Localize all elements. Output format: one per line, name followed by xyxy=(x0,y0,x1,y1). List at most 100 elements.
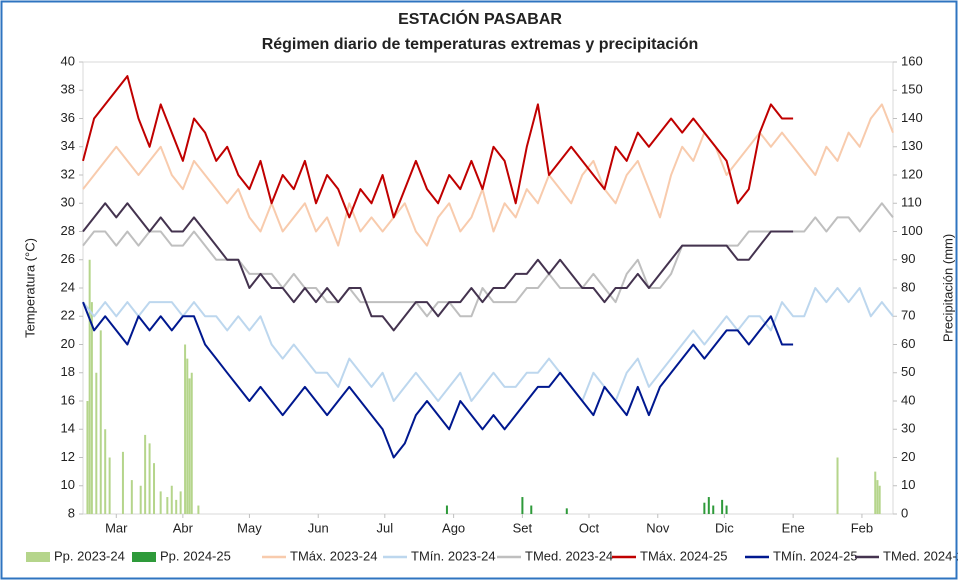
precip-bar xyxy=(188,378,191,514)
y2-tick-label: 40 xyxy=(901,392,915,407)
y-tick-label: 24 xyxy=(61,279,75,294)
y2-tick-label: 50 xyxy=(901,364,915,379)
x-tick-label: Feb xyxy=(851,520,873,535)
y-axis-label: Temperatura (°C) xyxy=(22,238,37,338)
y-tick-label: 32 xyxy=(61,166,75,181)
y-tick-label: 14 xyxy=(61,421,75,436)
y-tick-label: 8 xyxy=(68,505,75,520)
x-tick-label: Dic xyxy=(715,520,734,535)
precip-bar xyxy=(721,499,724,514)
precip-bar xyxy=(148,443,151,514)
x-tick-label: Ene xyxy=(782,520,805,535)
legend-label: TMín. 2023-24 xyxy=(411,548,496,563)
y2-tick-label: 130 xyxy=(901,138,923,153)
y2-tick-label: 0 xyxy=(901,505,908,520)
y-tick-label: 28 xyxy=(61,223,75,238)
x-tick-label: May xyxy=(237,520,262,535)
y-tick-label: 36 xyxy=(61,110,75,125)
precip-bar xyxy=(186,358,189,514)
y2-tick-label: 10 xyxy=(901,477,915,492)
precip-bar xyxy=(530,505,533,514)
precip-bar xyxy=(445,505,448,514)
legend-swatch xyxy=(26,552,50,562)
temperature-line xyxy=(82,103,894,247)
legend-label: TMed. 2024-25 xyxy=(883,548,958,563)
y2-tick-label: 90 xyxy=(901,251,915,266)
precip-bar xyxy=(104,429,107,514)
precip-bar xyxy=(121,451,124,514)
precip-bar xyxy=(878,485,881,514)
y-tick-label: 34 xyxy=(61,138,75,153)
precip-bar xyxy=(166,497,169,514)
precip-bar xyxy=(565,508,568,514)
temperature-line xyxy=(82,202,794,332)
temperature-line xyxy=(82,301,794,459)
chart-title: ESTACIÓN PASABAR xyxy=(398,9,562,28)
y-tick-label: 18 xyxy=(61,364,75,379)
precip-bar xyxy=(99,330,102,514)
precip-bar xyxy=(521,497,524,514)
y-tick-label: 12 xyxy=(61,449,75,464)
precip-bar xyxy=(153,463,156,514)
x-tick-label: Jun xyxy=(308,520,329,535)
precip-bar xyxy=(836,457,839,514)
y2-tick-label: 30 xyxy=(901,421,915,436)
x-tick-label: Abr xyxy=(173,520,194,535)
precip-bar xyxy=(712,505,715,514)
x-tick-label: Oct xyxy=(579,520,600,535)
x-tick-label: Ago xyxy=(442,520,465,535)
precip-bar xyxy=(90,302,93,514)
temperature-line xyxy=(82,75,794,219)
x-tick-label: Jul xyxy=(376,520,393,535)
y2-tick-label: 110 xyxy=(901,195,922,210)
legend-label: TMed. 2023-24 xyxy=(525,548,613,563)
y-tick-label: 20 xyxy=(61,336,75,351)
legend-label: TMáx. 2023-24 xyxy=(290,548,377,563)
legend-label: TMáx. 2024-25 xyxy=(640,548,727,563)
legend-label: TMín. 2024-25 xyxy=(773,548,858,563)
y-tick-label: 30 xyxy=(61,195,75,210)
legend-swatch xyxy=(132,552,156,562)
precip-bar xyxy=(159,491,162,514)
y2-tick-label: 160 xyxy=(901,53,923,68)
y2-axis-label: Precipitación (mm) xyxy=(940,234,955,342)
y2-tick-label: 70 xyxy=(901,308,915,323)
precip-bar xyxy=(95,372,98,514)
precip-bar xyxy=(88,259,91,514)
precip-bar xyxy=(707,497,710,514)
precip-bar xyxy=(175,499,178,514)
y2-tick-label: 60 xyxy=(901,336,915,351)
y2-tick-label: 150 xyxy=(901,82,923,97)
y2-tick-label: 20 xyxy=(901,449,915,464)
y-tick-label: 26 xyxy=(61,251,75,266)
precip-bar xyxy=(874,471,877,514)
y-tick-label: 22 xyxy=(61,308,75,323)
precip-bar xyxy=(108,457,111,514)
y-tick-label: 40 xyxy=(61,53,75,68)
y-tick-label: 16 xyxy=(61,392,75,407)
precip-bar xyxy=(703,502,706,514)
precip-bar xyxy=(190,372,193,514)
y2-tick-label: 120 xyxy=(901,166,923,181)
precip-bar xyxy=(197,505,200,514)
temperature-line xyxy=(82,287,894,402)
y2-tick-label: 100 xyxy=(901,223,923,238)
legend-label: Pp. 2024-25 xyxy=(160,548,231,563)
precip-bar xyxy=(144,434,147,514)
precip-bar xyxy=(876,480,879,514)
precip-bar xyxy=(184,344,187,514)
y2-tick-label: 140 xyxy=(901,110,923,125)
legend-label: Pp. 2023-24 xyxy=(54,548,125,563)
y-tick-label: 10 xyxy=(61,477,75,492)
precip-bar xyxy=(130,480,133,514)
precip-bar xyxy=(139,485,142,514)
precip-bar xyxy=(86,401,89,514)
y2-tick-label: 80 xyxy=(901,279,915,294)
x-tick-label: Mar xyxy=(105,520,128,535)
x-tick-label: Set xyxy=(513,520,533,535)
chart-subtitle: Régimen diario de temperaturas extremas … xyxy=(262,36,699,53)
x-tick-label: Nov xyxy=(646,520,670,535)
y-tick-label: 38 xyxy=(61,82,75,97)
precip-bar xyxy=(725,505,728,514)
